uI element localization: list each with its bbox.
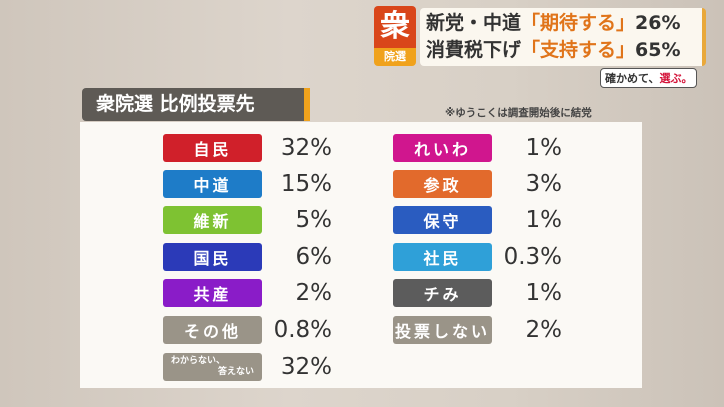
footnote: ※ゆうこくは調査開始後に結党 [445, 107, 592, 119]
headline-text: 新党・中道「期待する」26% 消費税下げ「支持する」65% [420, 8, 706, 66]
election-badge: 衆 院選 [374, 6, 416, 66]
line1-value: 26% [635, 12, 681, 34]
party-label: 投票しない [393, 316, 492, 344]
party-percentage: 2% [525, 317, 563, 343]
party-row: 維新 5% [163, 206, 332, 234]
party-label: 共産 [163, 279, 262, 307]
line1-subject: 新党・中道 [426, 12, 522, 34]
party-name: れいわ [413, 140, 471, 159]
party-percentage: 1% [525, 135, 563, 161]
line2-subject: 消費税下げ [426, 39, 522, 61]
line1-quote: 「期待する」 [521, 12, 636, 34]
party-row: 自民 32% [163, 134, 332, 162]
badge-big: 衆 [374, 6, 416, 48]
party-percentage: 3% [525, 171, 563, 197]
party-row: 参政 3% [393, 170, 562, 198]
slogan-b: 選ぶ。 [659, 72, 693, 85]
party-percentage: 32% [280, 135, 332, 161]
party-name: 共産 [193, 285, 232, 304]
party-row: わからない、 答えない 32% [163, 353, 332, 381]
party-label: 参政 [393, 170, 492, 198]
badge-small: 院選 [374, 48, 416, 66]
party-percentage: 1% [525, 280, 563, 306]
party-percentage: 2% [295, 280, 333, 306]
party-row: その他 0.8% [163, 316, 332, 344]
party-label: 自民 [163, 134, 262, 162]
party-percentage: 1% [525, 207, 563, 233]
party-row: 保守 1% [393, 206, 562, 234]
party-row: 社民 0.3% [393, 243, 562, 271]
party-row: 共産 2% [163, 279, 332, 307]
party-percentage: 0.3% [503, 244, 562, 270]
party-name: 社民 [423, 249, 462, 268]
party-label: その他 [163, 316, 262, 344]
headline-banner: 衆 院選 新党・中道「期待する」26% 消費税下げ「支持する」65% [374, 6, 706, 66]
party-label: わからない、 答えない [163, 353, 262, 381]
party-row: 中道 15% [163, 170, 332, 198]
slogan: 確かめて、選ぶ。 [600, 68, 698, 88]
party-name: 維新 [193, 212, 232, 231]
party-row: チみ 1% [393, 279, 562, 307]
party-percentage: 15% [280, 171, 332, 197]
slogan-a: 確かめて、 [605, 72, 660, 85]
party-label: れいわ [393, 134, 492, 162]
page-title: 衆院選 比例投票先 [82, 88, 310, 121]
party-row: 国民 6% [163, 243, 332, 271]
party-row: れいわ 1% [393, 134, 562, 162]
party-name: その他 [183, 322, 241, 341]
party-name: 中道 [193, 176, 232, 195]
party-label: 中道 [163, 170, 262, 198]
party-percentage: 32% [280, 354, 332, 380]
party-label: 国民 [163, 243, 262, 271]
party-name: 保守 [423, 212, 462, 231]
party-label: 保守 [393, 206, 492, 234]
party-name: 投票しない [394, 322, 490, 341]
party-label: チみ [393, 279, 492, 307]
party-name-line2: 答えない [217, 367, 254, 377]
party-row: 投票しない 2% [393, 316, 562, 344]
party-name: わからない、 [171, 356, 226, 366]
party-percentage: 0.8% [273, 317, 332, 343]
line2-value: 65% [635, 39, 681, 61]
party-label: 維新 [163, 206, 262, 234]
party-name: 国民 [193, 249, 232, 268]
party-label: 社民 [393, 243, 492, 271]
party-name: 自民 [193, 140, 232, 159]
party-name: 参政 [423, 176, 462, 195]
line2-quote: 「支持する」 [521, 39, 636, 61]
party-percentage: 5% [295, 207, 333, 233]
party-percentage: 6% [295, 244, 333, 270]
party-name: チみ [423, 285, 462, 304]
